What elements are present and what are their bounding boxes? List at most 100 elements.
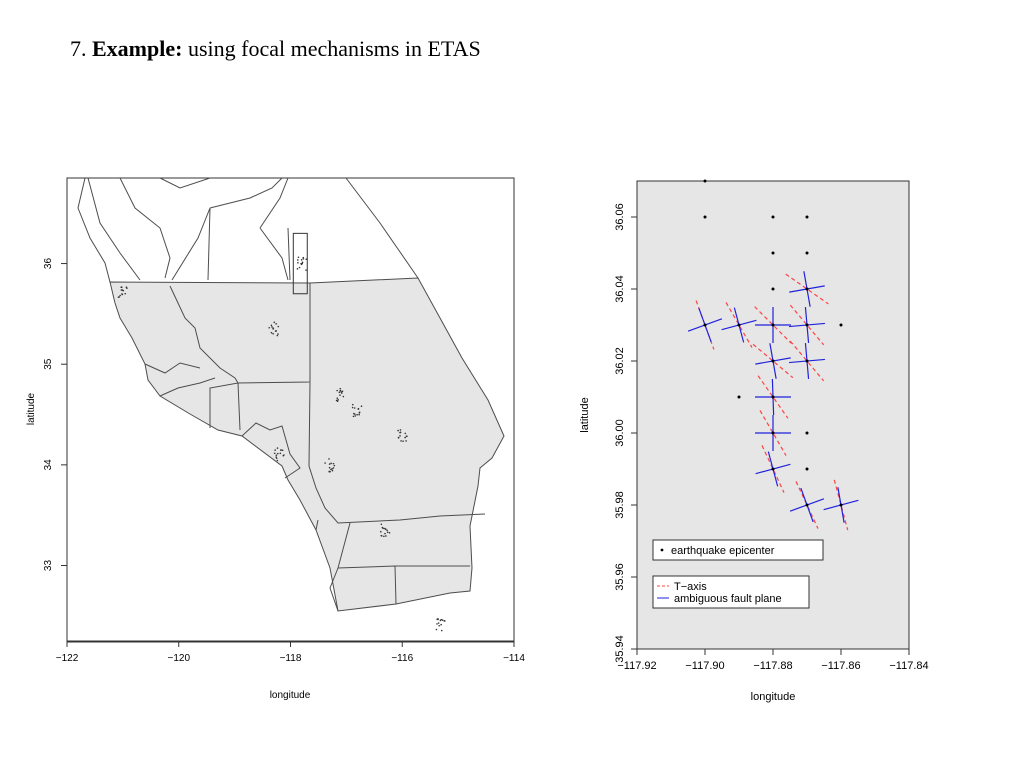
t-axis-line	[795, 481, 819, 529]
map-epicenter-point	[331, 468, 333, 470]
map-epicenter-point	[358, 411, 361, 414]
map-epicenter-point	[272, 332, 274, 335]
map-epicenter-point	[406, 435, 408, 437]
map-epicenter-point	[441, 619, 444, 621]
t-axis-line	[833, 479, 849, 531]
map-epicenter-point	[333, 464, 336, 467]
slide-title: 7. Example: using focal mechanisms in ET…	[70, 36, 481, 62]
map-epicenter-point	[276, 334, 279, 337]
map-x-tick-label: −120	[167, 653, 190, 664]
legend-fault-plane-label: ambiguous fault plane	[674, 593, 782, 605]
map-epicenter-point	[380, 523, 383, 526]
map-x-tick-label: −122	[56, 653, 79, 664]
map-epicenter-point	[437, 618, 439, 620]
map-epicenter-point	[275, 330, 278, 332]
map-epicenter-point	[400, 440, 402, 442]
map-epicenter-point	[282, 454, 285, 457]
epicenter-point	[703, 215, 707, 219]
t-axis-line	[725, 302, 753, 348]
map-epicenter-point	[328, 470, 331, 473]
epicenter-point	[771, 251, 775, 255]
map-epicenter-point	[353, 407, 356, 409]
map-epicenter-point	[380, 535, 383, 537]
t-axis-line	[757, 375, 789, 419]
mechanism-epicenter-point	[771, 431, 775, 435]
map-epicenter-point	[279, 452, 282, 455]
map-x-tick-label: −118	[280, 653, 302, 664]
nv-border	[345, 177, 419, 279]
map-epicenter-point	[436, 623, 438, 625]
map-y-tick-label: 34	[43, 459, 54, 471]
map-epicenter-point	[438, 624, 440, 627]
map-epicenter-point	[335, 399, 338, 402]
map-epicenter-point	[296, 268, 299, 270]
map-epicenter-point	[351, 406, 354, 409]
map-epicenter-point	[352, 415, 355, 418]
map-epicenter-point	[273, 452, 276, 455]
map-epicenter-point	[384, 528, 387, 530]
map-y-tick-label: 35	[43, 358, 54, 370]
map-highlight-box	[292, 232, 308, 295]
map-epicenter-point	[280, 449, 282, 451]
map-epicenter-point	[305, 258, 308, 261]
coastline-north	[77, 177, 111, 283]
mechanism-epicenter-point	[771, 359, 775, 363]
map-epicenter-point	[357, 408, 360, 410]
map-epicenter-point	[276, 459, 279, 462]
map-epicenter-point	[358, 413, 360, 416]
map-epicenter-point	[275, 323, 277, 325]
map-epicenters	[117, 256, 446, 632]
map-epicenter-point	[277, 325, 280, 328]
map-epicenter-point	[119, 294, 121, 297]
map-epicenter-point	[443, 620, 446, 622]
map-epicenter-point	[331, 469, 334, 472]
map-epicenter-point	[397, 436, 400, 439]
plot-x-tick-label: −117.92	[617, 660, 656, 672]
epicenter-point	[703, 179, 707, 183]
legend-epicenter-label: earthquake epicenter	[671, 545, 775, 557]
map-epicenter-point	[275, 454, 278, 456]
map-plot-area	[66, 177, 515, 642]
plot-x-tick-label: −117.86	[821, 660, 860, 672]
map-epicenter-point	[383, 535, 385, 538]
map-epicenter-point	[298, 266, 301, 269]
map-epicenter-point	[297, 256, 300, 259]
map-epicenter-point	[356, 413, 358, 416]
map-y-label: latitude	[26, 392, 37, 425]
legend-mechanism: T−axis ambiguous fault plane	[652, 575, 810, 609]
map-epicenter-point	[273, 321, 276, 324]
map-epicenter-point	[405, 440, 407, 442]
map-epicenter-point	[339, 387, 342, 390]
mechanism-epicenter-point	[805, 503, 809, 507]
map-epicenter-point	[271, 326, 273, 328]
map-epicenter-point	[435, 628, 438, 631]
map-epicenter-point	[305, 269, 307, 271]
plot-x-axis: −117.92 −117.90 −117.88 −117.86 −117.84	[617, 649, 929, 672]
county-lines-north	[87, 177, 291, 281]
map-epicenter-point	[437, 622, 440, 624]
t-axis-line	[761, 445, 785, 493]
map-x-label: longitude	[270, 690, 311, 701]
epicenter-point	[805, 251, 809, 255]
t-axis-line	[752, 343, 794, 379]
map-epicenter-point	[404, 436, 406, 439]
map-epicenter-point	[270, 331, 273, 334]
map-epicenter-point	[399, 435, 401, 437]
plot-y-tick-label: 36.06	[614, 203, 626, 231]
plot-x-tick-label: −117.84	[889, 660, 928, 672]
epicenter-point	[805, 431, 809, 435]
map-epicenter-point	[360, 405, 363, 408]
slide-title-rest: using focal mechanisms in ETAS	[182, 36, 481, 61]
map-epicenter-point	[276, 452, 279, 455]
legend-epicenter: earthquake epicenter	[652, 539, 824, 561]
map-epicenter-point	[276, 447, 279, 449]
map-epicenter-point	[354, 413, 356, 415]
plot-y-tick-label: 35.96	[614, 563, 626, 591]
map-epicenter-point	[122, 289, 125, 292]
slide-number: 7.	[70, 36, 87, 61]
map-epicenter-point	[121, 293, 124, 296]
mechanism-epicenter-point	[805, 287, 809, 291]
plot-y-tick-label: 36.04	[614, 275, 626, 303]
map-x-tick-label: −116	[391, 653, 413, 664]
